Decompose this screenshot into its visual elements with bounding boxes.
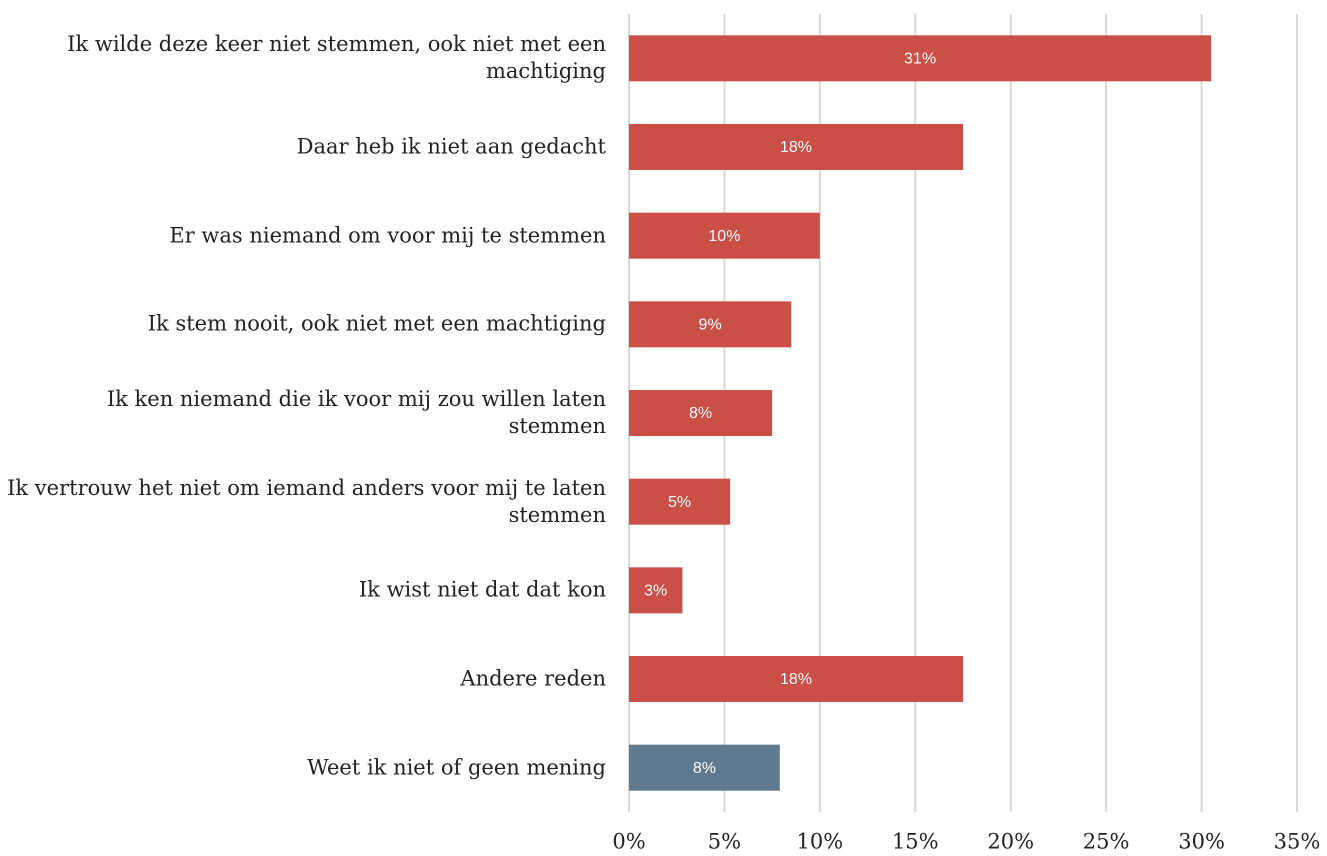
category-label: Ik ken niemand die ik voor mij zou wille… (106, 387, 606, 438)
category-label: Er was niemand om voor mij te stemmen (169, 223, 606, 248)
value-label: 18% (780, 139, 812, 156)
category-label: Ik stem nooit, ook niet met een machtigi… (147, 311, 606, 336)
bar (629, 656, 963, 702)
category-label: Ik vertrouw het niet om iemand anders vo… (7, 475, 606, 527)
bar (629, 35, 1212, 82)
bar (629, 744, 780, 791)
category-label: Weet ik niet of geen mening (307, 755, 606, 780)
value-label: 9% (699, 317, 722, 334)
x-tick-label: 10% (797, 830, 844, 854)
value-label: 5% (668, 494, 691, 511)
x-tick-label: 15% (892, 830, 939, 854)
category-label: Andere reden (460, 666, 606, 691)
value-label: 3% (644, 583, 667, 600)
bar (629, 390, 773, 436)
category-label: Daar heb ik niet aan gedacht (296, 134, 606, 159)
value-label: 31% (904, 51, 936, 68)
category-label: Ik wist niet dat dat kon (358, 577, 606, 602)
bar (629, 567, 683, 614)
value-label: 10% (708, 228, 740, 245)
x-tick-label: 25% (1083, 830, 1130, 854)
x-tick-label: 5% (708, 830, 741, 854)
bar (629, 478, 731, 525)
value-label: 8% (693, 760, 716, 777)
category-label: Ik wilde deze keer niet stemmen, ook nie… (67, 32, 606, 84)
bar (629, 212, 820, 259)
x-tick-label: 0% (612, 830, 645, 854)
bar (629, 124, 963, 170)
value-label: 8% (689, 405, 712, 422)
x-tick-label: 20% (987, 830, 1034, 854)
x-tick-label: 35% (1274, 830, 1321, 854)
x-tick-label: 30% (1178, 830, 1225, 854)
value-label: 18% (780, 671, 812, 688)
bar (629, 301, 792, 348)
